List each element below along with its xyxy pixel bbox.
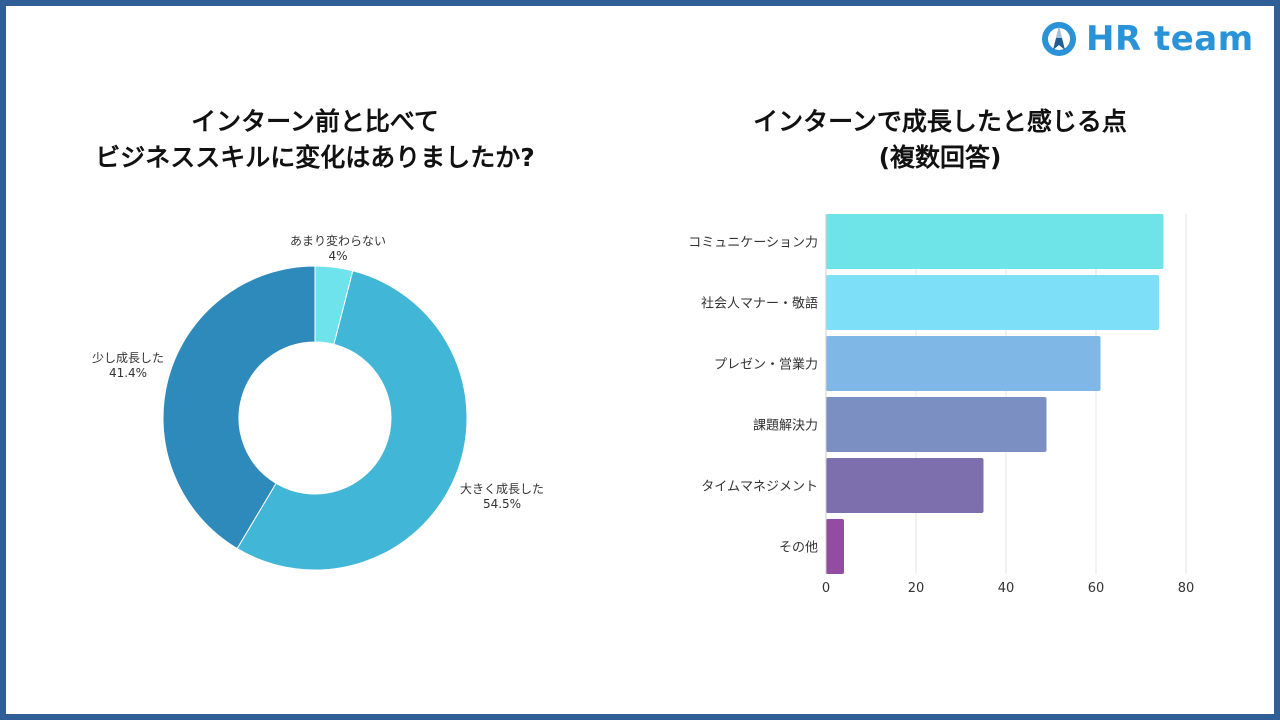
donut-chart-title-line-1: インターン前と比べて (191, 107, 439, 136)
x-tick-label: 40 (998, 581, 1015, 596)
bar (826, 458, 984, 513)
category-label: プレゼン・営業力 (714, 357, 818, 373)
bar (826, 397, 1047, 452)
donut-slice-value: 41.4% (109, 366, 147, 380)
brand-name: HR team (1086, 19, 1254, 59)
x-tick-label: 20 (908, 581, 925, 596)
bar-chart-title: インターンで成長したと感じる点 (複数回答) (690, 104, 1190, 176)
donut-slice (162, 265, 316, 550)
donut-slice-value: 4% (328, 249, 347, 263)
bar (826, 336, 1101, 391)
category-label: 課題解決力 (753, 418, 818, 434)
donut-slice (236, 270, 468, 571)
donut-slice-label: あまり変わらない (290, 233, 386, 248)
bar (826, 519, 844, 574)
bar (826, 275, 1159, 330)
x-tick-label: 60 (1088, 581, 1105, 596)
category-label: コミュニケーション力 (688, 236, 818, 251)
category-label: タイムマネジメント (701, 480, 818, 495)
donut-chart-title-line-2: ビジネススキルに変化はありましたか? (95, 143, 535, 172)
donut-slice-label: 大きく成長した (460, 482, 544, 496)
donut-slice-value: 54.5% (483, 497, 521, 511)
bar (826, 214, 1164, 269)
x-tick-label: 0 (822, 581, 830, 596)
donut-slice-label: 少し成長した (92, 351, 164, 365)
rocket-circle-icon (1042, 22, 1076, 56)
x-tick-label: 80 (1178, 581, 1195, 596)
bar-chart-title-line-1: インターンで成長したと感じる点 (753, 107, 1127, 136)
brand-logo: HR team (1040, 16, 1254, 62)
bar-chart-title-line-2: (複数回答) (878, 143, 1002, 172)
donut-chart-title: インターン前と比べて ビジネススキルに変化はありましたか? (40, 104, 590, 176)
category-label: その他 (779, 541, 818, 556)
category-label: 社会人マナー・敬語 (701, 296, 818, 312)
